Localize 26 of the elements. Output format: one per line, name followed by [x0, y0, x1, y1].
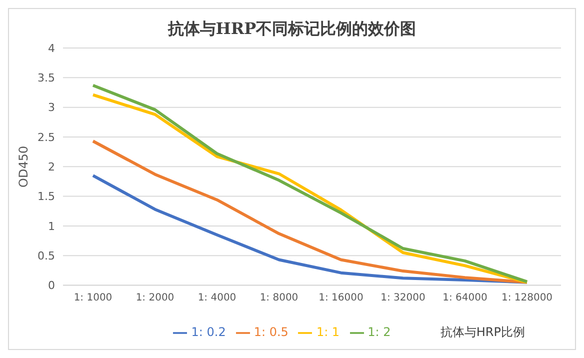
y-tick-label: 2 [48, 160, 55, 174]
legend-label: 1: 1 [316, 325, 340, 340]
y-tick-label: 3.5 [38, 72, 55, 85]
legend-label: 1: 2 [368, 325, 391, 340]
legend-label: 1: 0.2 [191, 325, 226, 340]
y-tick-label: 0 [48, 279, 55, 292]
x-tick-label: 1: 4000 [198, 292, 236, 304]
y-axis-title: OD450 [16, 146, 30, 188]
line-series [92, 140, 528, 284]
x-tick-label: 1: 1000 [74, 292, 112, 304]
y-tick-label: 2.5 [38, 130, 55, 144]
y-tick-label: 4 [48, 42, 55, 55]
x-tick-label: 1: 16000 [318, 292, 364, 304]
y-tick-label: 3 [48, 101, 55, 114]
legend-label: 1: 0.5 [254, 325, 288, 340]
x-axis-title: 抗体与HRP比例 [440, 324, 525, 341]
y-tick-label: 1 [48, 220, 55, 233]
line-series [92, 174, 528, 284]
y-tick-label: 1.5 [38, 190, 55, 204]
y-tick-label: 0.5 [38, 250, 55, 263]
chart-title: 抗体与HRP不同标记比例的效价图 [166, 19, 418, 40]
x-tick-label: 1: 32000 [380, 292, 426, 304]
x-tick-label: 1: 2000 [136, 292, 174, 304]
x-tick-label: 1: 8000 [260, 292, 298, 304]
x-tick-label: 1: 128000 [501, 292, 553, 304]
x-tick-label: 1: 64000 [442, 292, 488, 304]
